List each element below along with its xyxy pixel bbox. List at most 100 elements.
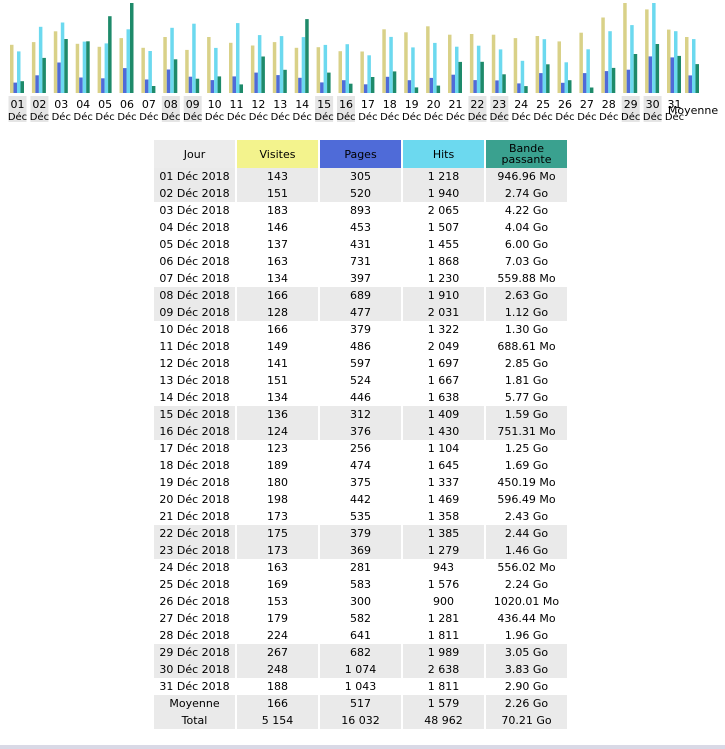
cell-hits: 1 279 [403,542,484,559]
cell-bande-passante: 3.83 Go [486,661,567,678]
cell-bande-passante: 2.43 Go [486,508,567,525]
tick-sub-15: Déc [314,111,333,123]
bar-visites-13 [272,42,277,93]
bar-pages-01 [13,82,17,93]
bar-bande-passante-03 [64,39,68,93]
table-row: 08 Déc 2018 166 689 1 910 2.63 Go [154,287,567,304]
cell-pages: 397 [320,270,401,287]
bar-hits-01 [17,51,21,93]
cell-pages: 486 [320,338,401,355]
cell-bande-passante: 1.81 Go [486,372,567,389]
bar-bande-passante-19 [414,87,419,93]
bar-hits-19 [411,47,415,93]
cell-bande-passante: 3.05 Go [486,644,567,661]
tick-sub-21: Déc [446,111,465,123]
cell-hits: 943 [403,559,484,576]
cell-jour: 11 Déc 2018 [154,338,235,355]
tick-sub-05: Déc [95,111,114,123]
bar-pages-18 [385,76,390,93]
tick-label-08: 08 [164,98,178,111]
tick-label-31: 31 [668,98,682,111]
bar-bande-passante-09 [195,78,200,93]
cell-pages: 431 [320,236,401,253]
table-row: 22 Déc 2018 175 379 1 385 2.44 Go [154,525,567,542]
cell-visites: 189 [237,457,318,474]
table-row: 21 Déc 2018 173 535 1 358 2.43 Go [154,508,567,525]
bar-hits-05 [104,43,109,93]
bar-bande-passante-11 [239,84,243,93]
cell-bande-passante: 1.30 Go [486,321,567,338]
cell-visites: 141 [237,355,318,372]
cell-bande-passante: 450.19 Mo [486,474,567,491]
bar-hits-22 [476,45,481,93]
cell-jour: Total [154,712,235,729]
cell-visites: 188 [237,678,318,695]
cell-hits: 1 455 [403,236,484,253]
table-row: 19 Déc 2018 180 375 1 337 450.19 Mo [154,474,567,491]
table-header-row: Jour Visites Pages Hits Bande passante [154,140,567,168]
tick-sub-08: Déc [161,111,180,123]
cell-bande-passante: 4.04 Go [486,219,567,236]
cell-hits: 2 049 [403,338,484,355]
tick-label-06: 06 [120,98,134,111]
tick-sub-03: Déc [52,111,71,123]
table-row: 11 Déc 2018 149 486 2 049 688.61 Mo [154,338,567,355]
cell-visites: 267 [237,644,318,661]
bar-hits-06 [126,29,130,93]
cell-hits: 2 031 [403,304,484,321]
bar-visites-07 [141,47,145,93]
tick-label-19: 19 [405,98,419,111]
cell-bande-passante: 436.44 Mo [486,610,567,627]
cell-pages: 281 [320,559,401,576]
bar-pages-09 [188,76,193,93]
cell-hits: 1 910 [403,287,484,304]
cell-pages: 524 [320,372,401,389]
cell-jour: 23 Déc 2018 [154,542,235,559]
cell-bande-passante: 2.26 Go [486,695,567,712]
cell-visites: 128 [237,304,318,321]
cell-bande-passante: 2.44 Go [486,525,567,542]
bar-pages-11 [232,76,236,93]
bar-pages-16 [342,80,346,93]
bar-hits-27 [586,49,590,93]
bar-bande-passante-06 [130,3,134,93]
cell-bande-passante: 946.96 Mo [486,168,567,185]
tick-label-27: 27 [580,98,594,111]
bar-visites-09 [185,49,189,93]
tick-label-29: 29 [624,98,638,111]
cell-jour: 08 Déc 2018 [154,287,235,304]
tick-label-23: 23 [492,98,506,111]
cell-bande-passante: 2.74 Go [486,185,567,202]
bar-hits-26 [564,62,568,93]
cell-pages: 305 [320,168,401,185]
bar-hits-moyenne [692,39,696,93]
cell-jour: 03 Déc 2018 [154,202,235,219]
weekend-shade-30 [643,96,662,122]
cell-bande-passante: 1.25 Go [486,440,567,457]
tick-sub-17: Déc [358,111,377,123]
bar-visites-31 [667,29,671,94]
tick-label-17: 17 [361,98,375,111]
cell-jour: 04 Déc 2018 [154,219,235,236]
tick-label-24: 24 [514,98,528,111]
bar-hits-02 [38,26,43,93]
cell-bande-passante: 1.46 Go [486,542,567,559]
tick-label-28: 28 [602,98,616,111]
bar-hits-21 [455,46,459,93]
cell-pages: 300 [320,593,401,610]
bar-bande-passante-31 [677,55,681,93]
bar-visites-05 [97,46,102,93]
cell-bande-passante: 556.02 Mo [486,559,567,576]
cell-jour: 16 Déc 2018 [154,423,235,440]
cell-pages: 369 [320,542,401,559]
tick-sub-27: Déc [577,111,596,123]
bar-bande-passante-05 [108,16,112,94]
tick-label-12: 12 [251,98,265,111]
tick-label-20: 20 [427,98,441,111]
bar-hits-03 [60,22,65,93]
tick-sub-20: Déc [424,111,443,123]
weekend-shade-09 [183,96,202,122]
tick-label-02: 02 [32,98,46,111]
cell-visites: 180 [237,474,318,491]
tick-sub-24: Déc [512,111,531,123]
